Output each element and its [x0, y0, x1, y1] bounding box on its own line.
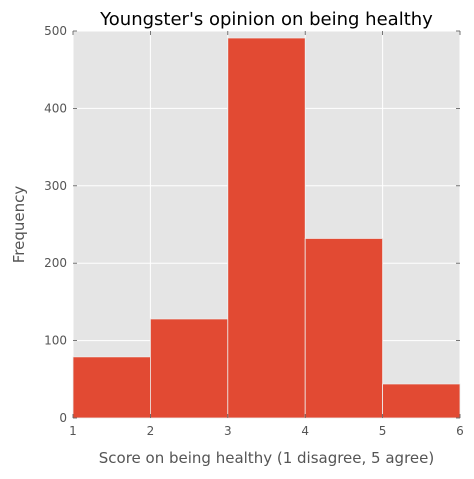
chart-title: Youngster's opinion on being healthy	[99, 9, 433, 30]
bar-5	[382, 383, 461, 419]
bars	[72, 37, 461, 419]
y-tick-label: 500	[44, 24, 67, 38]
y-tick-label: 300	[44, 179, 67, 193]
y-tick-label: 100	[44, 334, 67, 348]
bar-4	[304, 238, 384, 419]
bar-1	[72, 356, 151, 419]
x-tick-label: 5	[379, 424, 387, 438]
bar-3	[227, 37, 306, 419]
bar-2	[149, 318, 229, 419]
x-tick-label: 4	[301, 424, 309, 438]
y-axis-label: Frequency	[10, 186, 28, 264]
y-tick-label: 0	[59, 411, 67, 425]
y-tick-label: 200	[44, 256, 67, 270]
x-axis-label: Score on being healthy (1 disagree, 5 ag…	[99, 449, 434, 467]
y-tick-label: 400	[44, 101, 67, 115]
x-tick-label: 6	[456, 424, 464, 438]
x-tick-label: 2	[147, 424, 155, 438]
x-tick-label: 3	[224, 424, 232, 438]
x-tick-label: 1	[69, 424, 77, 438]
ticks: 1 2 3 4 5 6 0 100 200 300 400 500	[44, 24, 464, 438]
